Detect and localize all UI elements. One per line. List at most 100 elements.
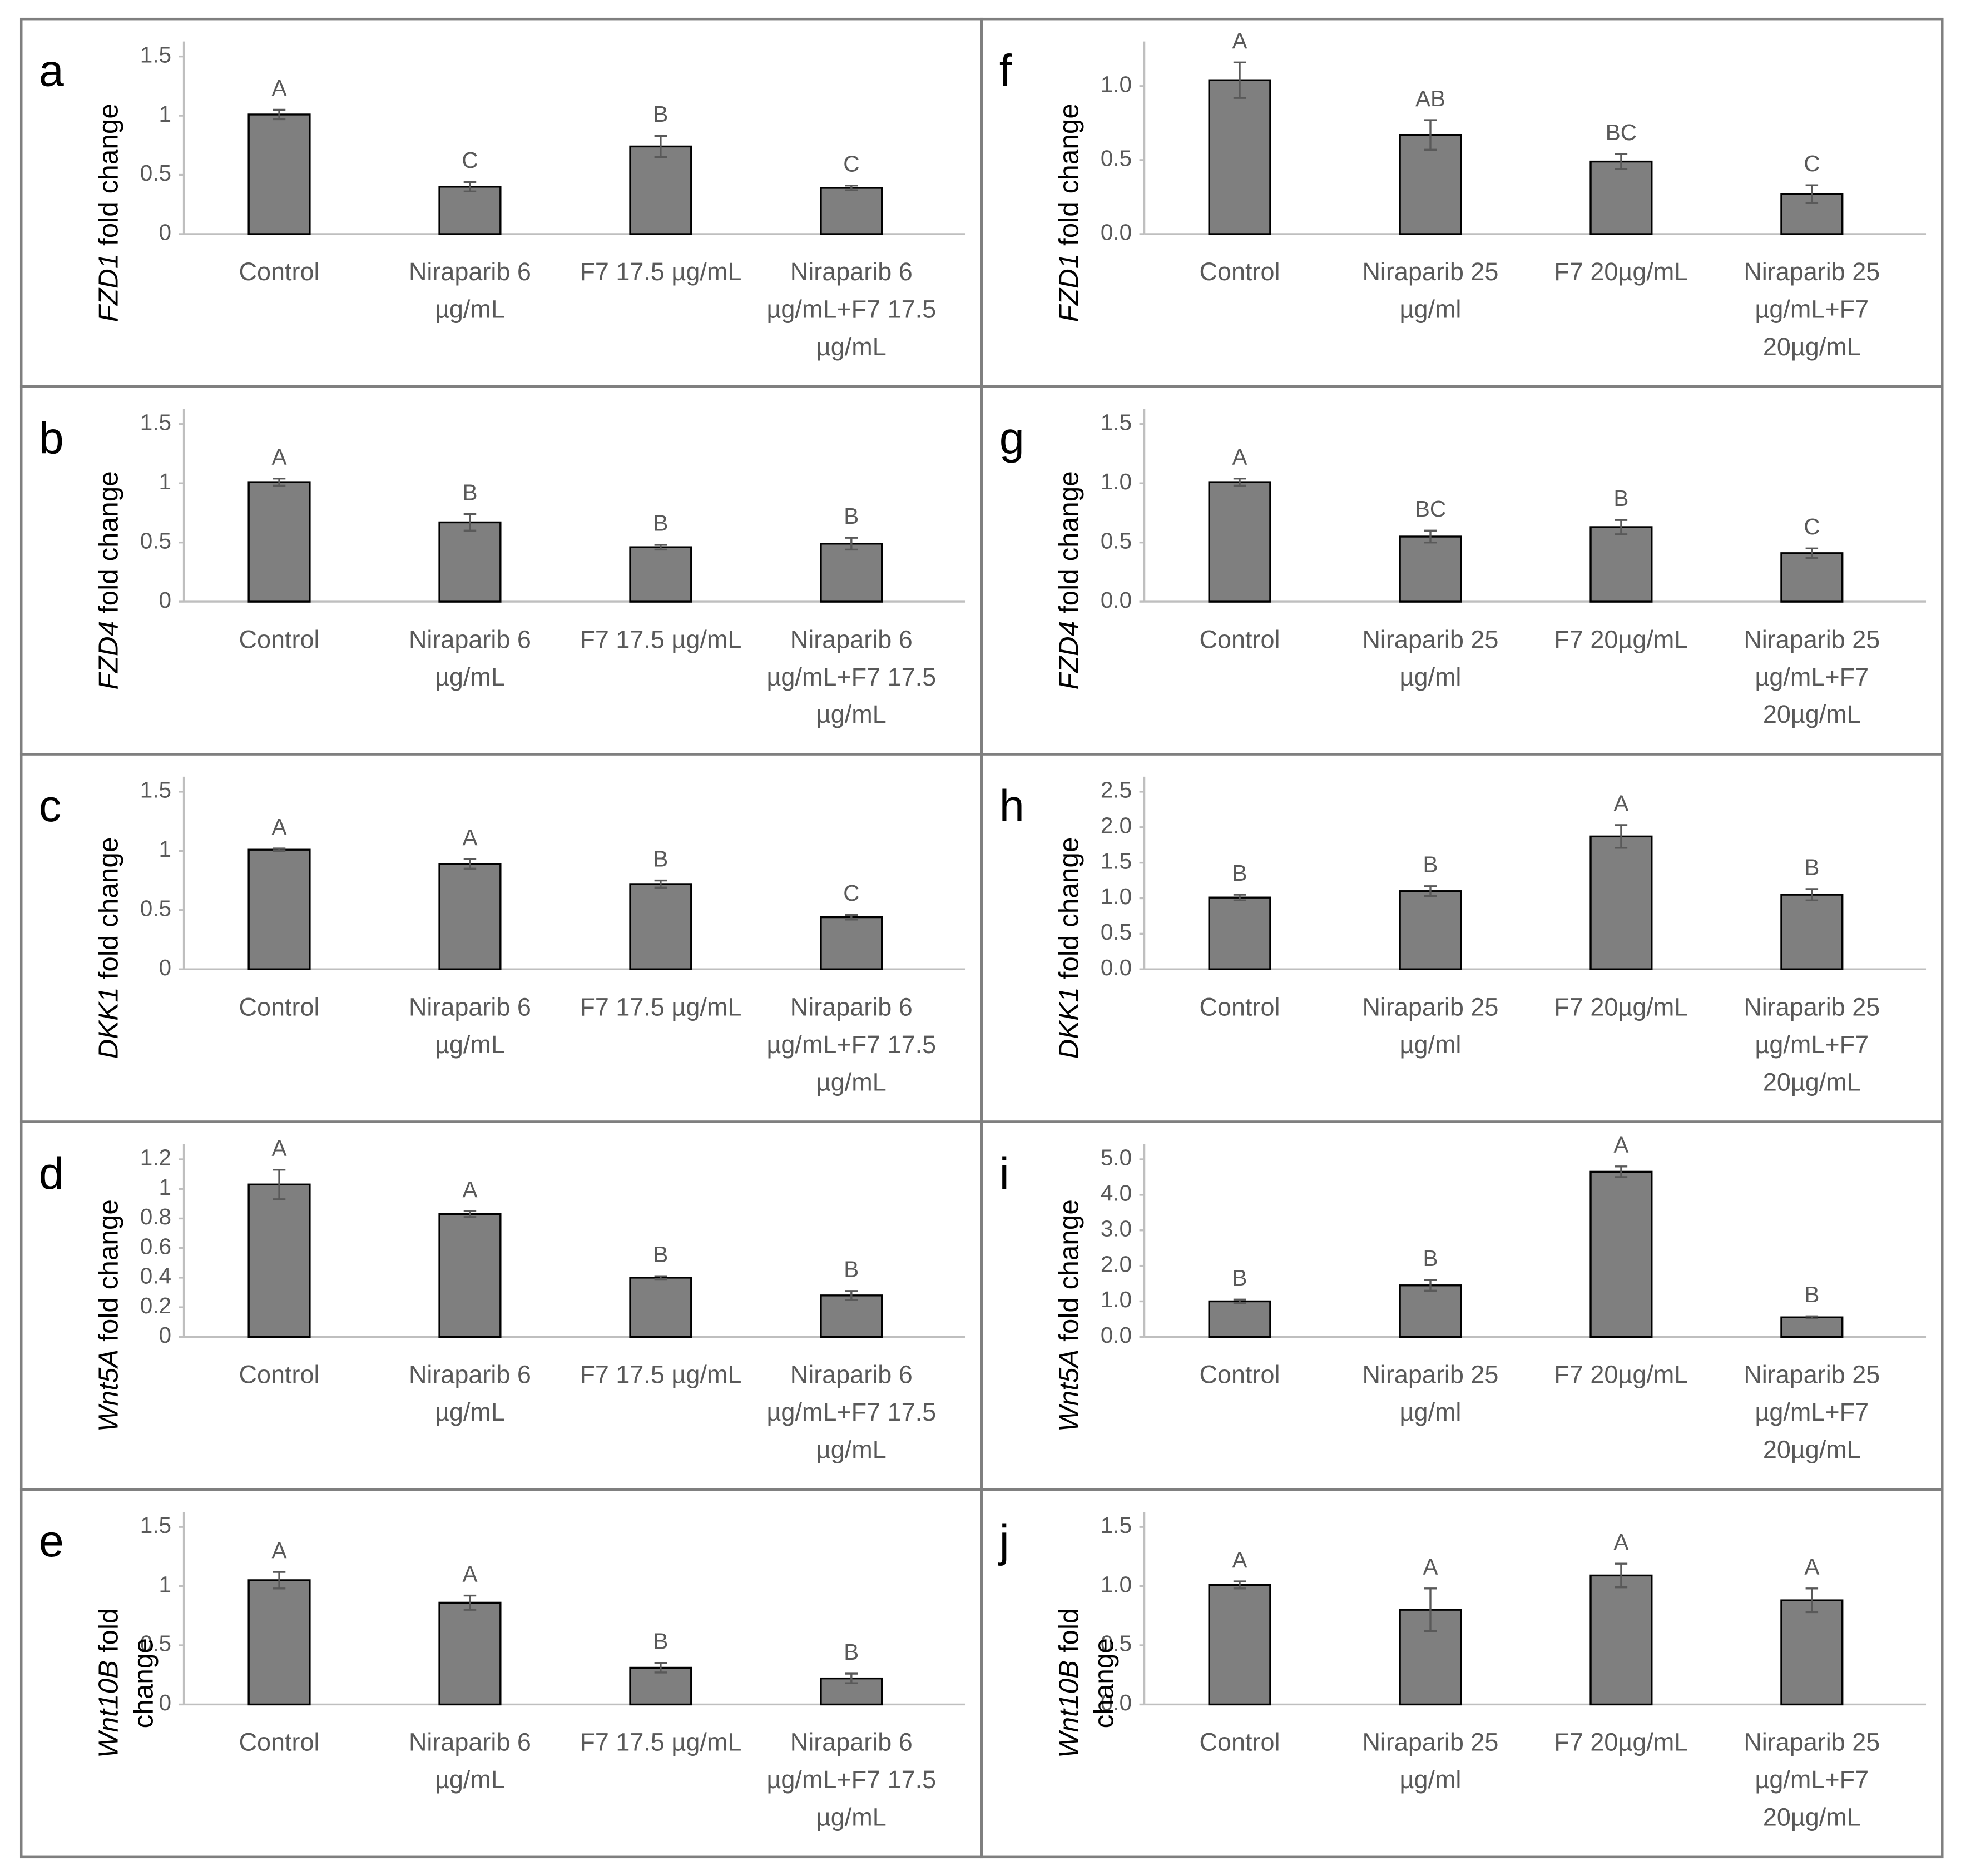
bar xyxy=(1208,1300,1271,1338)
y-tick-label: 0 xyxy=(159,1322,172,1348)
panel-letter: b xyxy=(39,414,64,464)
annotation: A xyxy=(462,1177,477,1202)
y-axis-title: DKK1 fold change xyxy=(1029,786,1110,1111)
bar xyxy=(438,863,502,970)
y-tick-label: 1.5 xyxy=(140,42,171,67)
annotation: B xyxy=(1232,1265,1247,1291)
annotation: B xyxy=(653,1242,668,1267)
y-tick-label: 1.5 xyxy=(140,409,171,435)
gene-name: DKK1 xyxy=(92,987,124,1059)
gene-name: FZD4 xyxy=(92,621,124,690)
y-tick-label: 0 xyxy=(159,955,172,980)
annotation: BC xyxy=(1606,120,1637,145)
ylabel-text: fold change xyxy=(1053,471,1085,614)
annotation: A xyxy=(272,1537,287,1563)
annotation: C xyxy=(843,880,859,906)
y-tick-label: 0.5 xyxy=(1101,146,1132,171)
x-tick-label: Control xyxy=(1199,259,1280,287)
annotation: C xyxy=(1804,514,1820,539)
x-tick-label-box: Niraparib 6 µg/mL+F7 17.5 µg/mL xyxy=(766,1729,936,1832)
bar xyxy=(1208,1584,1271,1706)
y-tick-label: 1.0 xyxy=(1101,469,1132,494)
y-tick-label: 5.0 xyxy=(1101,1145,1132,1170)
x-tick-label: Niraparib 6 µg/mL xyxy=(408,627,531,692)
error-bar xyxy=(1424,885,1437,897)
y-tick-label: 1 xyxy=(159,469,172,494)
y-axis-title-text: Wnt10B fold change xyxy=(1052,1608,1122,1758)
y-axis-title-box: DKK1 fold change xyxy=(92,837,124,1059)
y-tick-label: 1.5 xyxy=(140,777,171,803)
x-tick-label: Niraparib 6 µg/mL xyxy=(408,994,531,1060)
y-tick-label: 0.5 xyxy=(140,528,171,553)
annotation: B xyxy=(1804,1282,1819,1307)
y-axis-title-text: Wnt10B fold change xyxy=(91,1608,161,1758)
x-tick-label: F7 17.5 µg/mL xyxy=(580,259,742,287)
annotation: A xyxy=(272,1135,287,1160)
x-tick-label-box: Control xyxy=(239,1729,320,1756)
y-axis-title-box: Wnt10B fold change xyxy=(86,1608,166,1758)
gene-name: Wnt5A xyxy=(92,1349,124,1432)
y-tick-label: 3.0 xyxy=(1101,1215,1132,1241)
error-bar xyxy=(1615,519,1628,535)
x-tick-label: Niraparib 6 µg/mL+F7 17.5 µg/mL xyxy=(766,627,937,729)
x-tick-label-box: F7 20µg/mL xyxy=(1554,1362,1688,1389)
annotation: A xyxy=(462,825,477,850)
x-tick-label: Niraparib 25 µg/ml xyxy=(1362,994,1499,1060)
error-bar xyxy=(273,478,286,487)
bar xyxy=(1780,1316,1844,1338)
annotation: B xyxy=(844,1639,859,1665)
annotation: B xyxy=(844,1257,859,1282)
bar xyxy=(820,916,883,970)
x-tick-label-box: F7 20µg/mL xyxy=(1554,1729,1688,1756)
error-bar xyxy=(1233,61,1246,99)
x-tick-label: Niraparib 6 µg/mL xyxy=(408,1729,531,1795)
panel-letter: h xyxy=(999,781,1024,831)
panel-letter: i xyxy=(999,1149,1009,1199)
annotation: A xyxy=(462,1561,477,1586)
x-tick-label-box: F7 20µg/mL xyxy=(1554,627,1688,654)
y-tick-label: 1.0 xyxy=(1101,884,1132,909)
error-bar xyxy=(1615,1562,1628,1589)
x-tick-label-box: Niraparib 6 µg/mL+F7 17.5 µg/mL xyxy=(766,627,937,729)
panel: h 0.0 0.5 1.0 1.5 2.0 2.5 B Control B Niraparib 25… xyxy=(980,753,1944,1123)
y-tick-label: 0.0 xyxy=(1101,587,1132,613)
x-tick-label-box: F7 20µg/mL xyxy=(1554,259,1688,287)
x-tick-label-box: Control xyxy=(239,994,320,1021)
y-tick-label: 2.0 xyxy=(1101,812,1132,838)
panel: f 0.0 0.5 1.0 A Control AB Niraparib 25 µg/ml BC… xyxy=(980,17,1944,388)
panel: d 0 0.2 0.4 0.6 0.8 1 1.2 A Control A Niraparib 6 µ… xyxy=(19,1120,983,1491)
x-tick-label-box: Niraparib 6 µg/mL xyxy=(408,1729,531,1795)
x-tick-label-box: Niraparib 25 µg/mL+F7 20µg/mL xyxy=(1744,994,1880,1096)
bar xyxy=(1208,896,1271,970)
y-axis-title-text: FZD1 fold change xyxy=(1052,103,1087,322)
bar xyxy=(247,1183,311,1338)
error-bar xyxy=(1615,824,1628,849)
y-axis-title: Wnt5A fold change xyxy=(69,1153,149,1478)
x-tick-label: F7 20µg/mL xyxy=(1554,994,1688,1022)
y-axis-title: Wnt10B fold change xyxy=(86,1608,166,1758)
y-tick-label: 0.8 xyxy=(140,1204,171,1229)
y-axis-title-box: FZD4 fold change xyxy=(92,471,124,690)
annotation: C xyxy=(843,151,859,176)
error-bar xyxy=(273,108,286,121)
x-tick-label: F7 17.5 µg/mL xyxy=(580,1362,742,1389)
error-bar xyxy=(463,858,477,870)
x-tick-label: F7 20µg/mL xyxy=(1554,259,1688,287)
bar xyxy=(1399,535,1462,603)
y-tick-label: 0 xyxy=(159,1690,172,1715)
x-tick-label-box: F7 17.5 µg/mL xyxy=(580,994,741,1021)
panel-letter: f xyxy=(999,46,1012,96)
x-tick-label: Niraparib 25 µg/ml xyxy=(1362,259,1499,324)
y-axis-title: FZD4 fold change xyxy=(1029,418,1110,743)
y-tick-label: 0.0 xyxy=(1101,220,1132,245)
y-tick-label: 1.0 xyxy=(1101,1287,1132,1312)
y-tick-label: 0.0 xyxy=(1101,955,1132,980)
bar xyxy=(1780,1599,1844,1706)
error-bar xyxy=(654,1275,667,1281)
annotation: A xyxy=(272,444,287,469)
x-tick-label-box: Niraparib 6 µg/mL xyxy=(408,627,531,692)
annotation: A xyxy=(1232,444,1247,469)
error-bar xyxy=(463,1594,477,1611)
x-tick-label-box: F7 17.5 µg/mL xyxy=(580,627,741,654)
y-axis-title: FZD1 fold change xyxy=(1029,50,1110,375)
